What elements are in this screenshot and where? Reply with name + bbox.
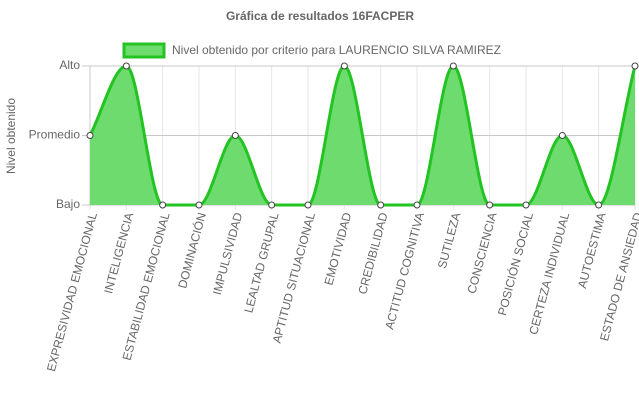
- point: [122, 62, 130, 70]
- x-tick-label: AUTOESTIMA: [575, 211, 609, 290]
- point: [304, 201, 312, 209]
- x-tick-label: ACTITUD COGNITIVA: [382, 211, 427, 331]
- point: [486, 201, 494, 209]
- point: [195, 201, 203, 209]
- line: [88, 64, 637, 207]
- point: [377, 201, 385, 209]
- y-axis-title: Nivel obtenido: [4, 98, 18, 174]
- x-tick-label: EMOTIVIDAD: [321, 211, 354, 287]
- point: [159, 201, 167, 209]
- x-tick-label: CONSCIENCIA: [465, 211, 500, 295]
- point: [86, 132, 94, 139]
- y-tick-label: Bajo: [56, 197, 80, 211]
- y-tick-label: Alto: [59, 58, 80, 72]
- x-tick-label: CREDIBILIDAD: [355, 211, 390, 296]
- chart-title: Gráfica de resultados 16FACPER: [226, 9, 414, 23]
- point: [413, 201, 421, 209]
- x-tick-label: CERTEZA INDIVIDUAL: [526, 211, 572, 336]
- point: [595, 201, 603, 209]
- x-tick-label: DOMINACIÓN: [174, 211, 209, 290]
- point: [268, 201, 276, 209]
- x-tick-label: POSICIÓN SOCIAL: [494, 210, 536, 317]
- point: [558, 132, 566, 139]
- legend-swatch: [122, 42, 166, 59]
- legend-label: Nivel obtenido por criterio para LAURENC…: [172, 43, 501, 57]
- y-tick-label: Promedio: [29, 128, 81, 142]
- point: [231, 132, 239, 139]
- x-tick-label: IMPULSIVIDAD: [210, 211, 246, 297]
- x-tick-label: SUTILEZA: [435, 211, 463, 270]
- point: [631, 62, 639, 70]
- x-tick-label: EXPRESIVIDAD EMOCIONAL: [44, 211, 100, 373]
- x-tick-label: LEALTAD GRUPAL: [241, 211, 281, 315]
- x-tick-label: INTELIGENCIA: [101, 211, 136, 295]
- point: [449, 62, 457, 70]
- point: [340, 62, 348, 70]
- point: [522, 201, 530, 209]
